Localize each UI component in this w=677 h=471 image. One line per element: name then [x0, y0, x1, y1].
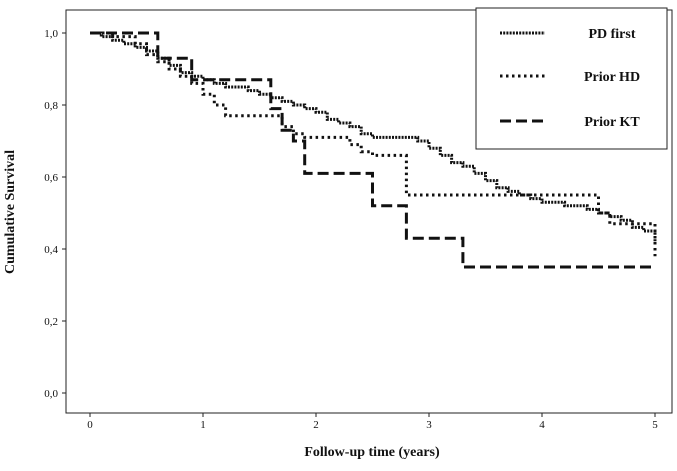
series-line-2 [90, 31, 657, 257]
y-tick-label: 0,8 [44, 100, 58, 112]
legend-label-3: Prior KT [584, 115, 640, 130]
series-line-3 [90, 31, 655, 269]
y-tick-label: 0,4 [44, 244, 58, 256]
y-axis-title: Cumulative Survival [3, 150, 18, 274]
x-axis: 0 1 2 3 4 5 [87, 413, 658, 431]
legend-label-2: Prior HD [584, 70, 640, 85]
y-tick-label: 0,6 [44, 172, 58, 184]
y-axis: 0,0 0,2 0,4 0,6 0,8 1,0 [44, 28, 66, 400]
y-tick-label: 0,2 [44, 316, 58, 328]
x-tick-label: 2 [313, 419, 319, 431]
x-tick-label: 0 [87, 419, 93, 431]
plot-frame [65, 9, 673, 414]
y-tick-label: 0,0 [44, 388, 58, 400]
plot-area [65, 9, 673, 414]
x-tick-label: 5 [652, 419, 658, 431]
legend-label-1: PD first [588, 27, 635, 42]
series-lines [90, 31, 657, 269]
x-tick-label: 1 [200, 419, 206, 431]
legend: PD first Prior HD Prior KT [475, 7, 668, 150]
x-tick-label: 4 [539, 419, 545, 431]
y-tick-label: 1,0 [44, 28, 58, 40]
series-line-1 [90, 31, 657, 246]
x-tick-label: 3 [426, 419, 432, 431]
x-axis-title: Follow-up time (years) [304, 445, 440, 460]
